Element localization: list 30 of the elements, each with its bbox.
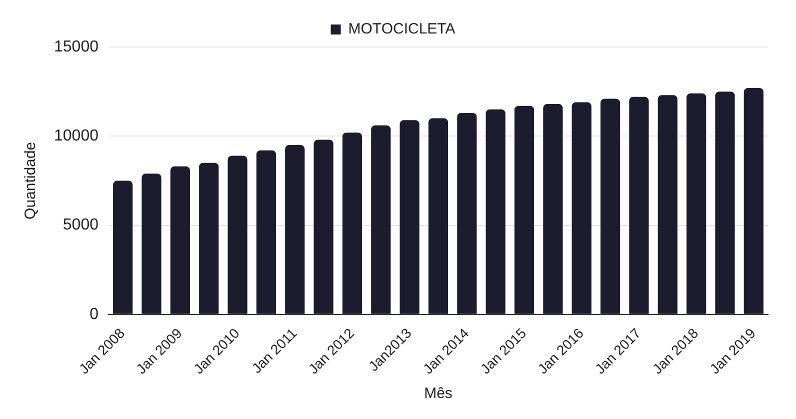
bar (428, 118, 448, 314)
bar (629, 96, 649, 314)
bar (457, 112, 477, 314)
bar (113, 180, 133, 314)
bar (600, 98, 620, 314)
bar (342, 132, 362, 314)
bar (715, 92, 735, 314)
bar (314, 140, 334, 314)
bar (486, 109, 506, 314)
bar (686, 93, 706, 314)
bar (199, 162, 219, 314)
y-axis-title: Quantidade (22, 142, 40, 220)
bar (170, 166, 190, 314)
bar (142, 174, 162, 314)
bar (256, 150, 276, 314)
bar (371, 125, 391, 314)
bar (658, 95, 678, 314)
bar (543, 104, 563, 314)
y-tick-label: 0 (90, 306, 99, 323)
y-tick-label: 15000 (54, 38, 99, 56)
legend-label: MOTOCICLETA (348, 20, 456, 38)
y-tick-label: 10000 (54, 128, 99, 145)
x-axis-title: Mês (424, 385, 452, 402)
bar (285, 145, 305, 314)
bar (228, 156, 248, 314)
bar (514, 106, 534, 314)
bar (744, 88, 764, 314)
y-tick-label: 5000 (62, 216, 99, 234)
bar (572, 102, 592, 314)
bar (400, 120, 420, 314)
